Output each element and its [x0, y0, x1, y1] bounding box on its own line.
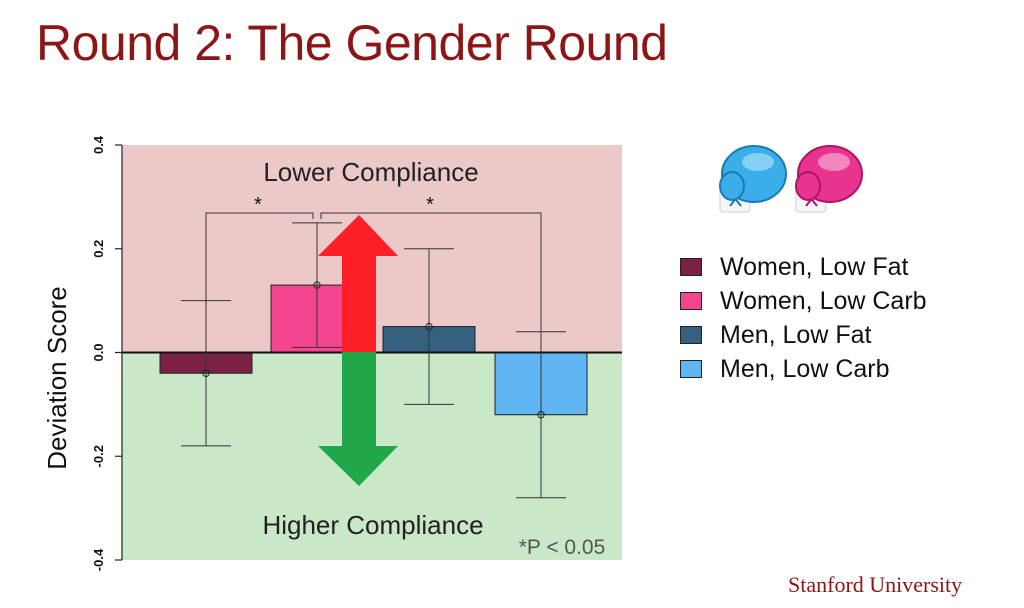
y-tick-label: 0.0 [91, 343, 106, 361]
significance-layer: * * [205, 194, 542, 331]
upper-region-label: Lower Compliance [263, 157, 478, 187]
mean-marker [425, 322, 433, 331]
legend-swatch [680, 292, 702, 310]
glove-thumb [795, 171, 821, 201]
y-tick-label: -0.2 [91, 445, 106, 467]
legend-item: Men, Low Carb [680, 352, 927, 386]
legend-swatch [680, 360, 702, 378]
glove-thumb [719, 171, 745, 201]
boxing-glove-pink-icon [795, 145, 863, 213]
slide-title: Round 2: The Gender Round [36, 15, 668, 71]
legend-label: Men, Low Fat [720, 320, 872, 349]
error-bars-layer [181, 222, 566, 499]
university-brand: Stanford University [788, 572, 963, 597]
legend-item: Women, Low Fat [680, 250, 927, 284]
significance-bracket [205, 212, 314, 301]
lower-region-label: Higher Compliance [262, 510, 483, 540]
y-tick-label: 0.4 [91, 135, 106, 154]
glove-highlight [742, 153, 774, 171]
up-arrow [318, 215, 398, 352]
mean-marker [202, 369, 210, 377]
arrows-layer [318, 215, 398, 486]
significance-star: * [426, 194, 434, 216]
y-tick-label: -0.4 [91, 548, 106, 571]
legend-label: Women, Low Carb [720, 286, 927, 315]
boxing-glove-blue-icon [719, 145, 787, 213]
legend-swatch [680, 326, 702, 344]
significance-note: *P < 0.05 [519, 536, 606, 559]
legend: Women, Low Fat Women, Low Carb Men, Low … [680, 250, 927, 386]
y-axis-title: Deviation Score [42, 286, 72, 470]
legend-label: Women, Low Fat [720, 252, 909, 281]
legend-item: Women, Low Carb [680, 284, 927, 318]
significance-star: * [254, 194, 262, 216]
y-axis: -0.4 -0.2 0.0 0.2 0.4 [91, 135, 123, 571]
glove-highlight [818, 153, 850, 171]
mean-marker [313, 281, 321, 289]
significance-bracket [320, 212, 542, 331]
y-tick-label: 0.2 [91, 240, 106, 258]
mean-marker [537, 411, 545, 419]
legend-label: Men, Low Carb [720, 354, 890, 383]
legend-swatch [680, 258, 702, 276]
down-arrow [318, 352, 398, 486]
legend-item: Men, Low Fat [680, 318, 927, 352]
